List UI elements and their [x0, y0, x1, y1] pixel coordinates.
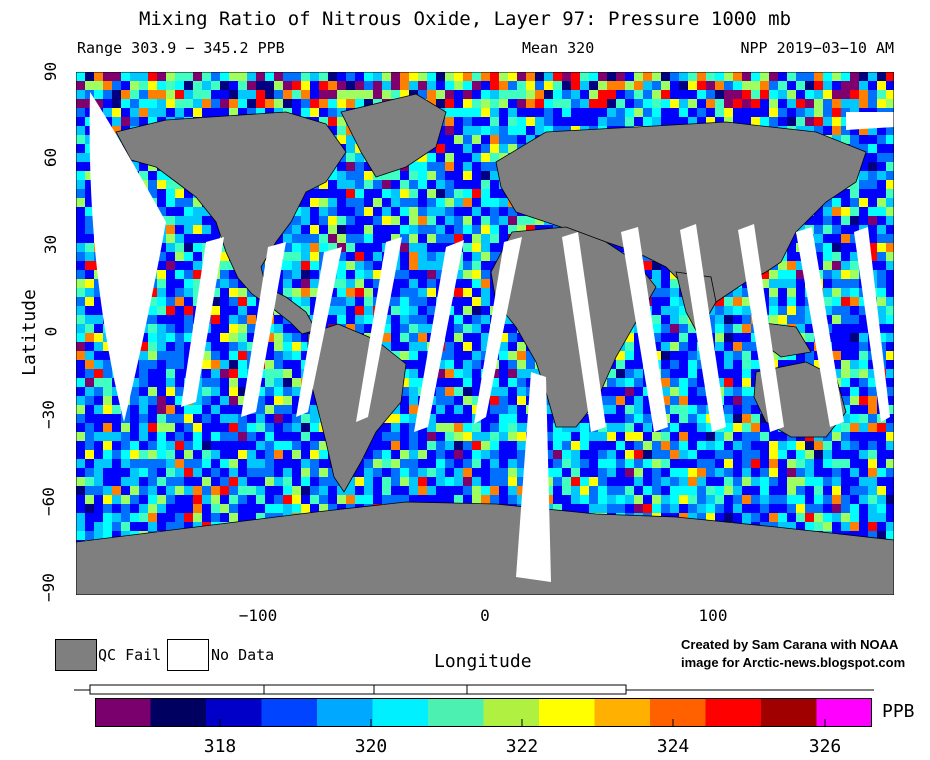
credit-line-2: image for Arctic-news.blogspot.com: [681, 655, 906, 670]
y-tick: 30: [41, 234, 61, 255]
landmass-north-america: [115, 111, 347, 335]
x-tick: 0: [480, 606, 490, 625]
colorbar-tick: 322: [505, 736, 539, 757]
y-tick: −60: [38, 487, 58, 516]
no-data-label: No Data: [211, 646, 275, 664]
y-tick: 0: [41, 326, 61, 337]
colorbar-segment: [206, 698, 262, 727]
colorbar-segment: [483, 698, 540, 727]
world-map: [76, 72, 894, 595]
y-tick: 60: [41, 147, 61, 168]
y-tick: −90: [38, 573, 58, 602]
colorbar-tick: 324: [656, 736, 690, 757]
land-masses: [76, 93, 894, 595]
colorbar-segment: [261, 698, 318, 727]
colorbar-unit: PPB: [882, 701, 915, 722]
colorbar-segment: [594, 698, 651, 727]
credit-text: Created by Sam Carana with NOAA image fo…: [681, 636, 905, 672]
colorbar-segment: [428, 698, 484, 727]
colorbar-tick: 320: [354, 736, 388, 757]
colorbar-segment: [761, 698, 817, 727]
landmass-greenland: [340, 93, 447, 178]
qc-fail-swatch: [55, 639, 97, 671]
no-data-swatch: [167, 639, 209, 671]
source-date-label: NPP 2019−03−10 AM: [740, 39, 894, 57]
colorbar-segment: [705, 698, 762, 727]
qc-fail-label: QC Fail: [98, 646, 162, 664]
colorbar-tick: 318: [203, 736, 237, 757]
y-tick: −30: [38, 400, 58, 429]
x-axis-label: Longitude: [434, 651, 532, 672]
colorbar-segment: [95, 698, 151, 727]
x-tick: 100: [698, 606, 728, 625]
y-axis-label: Latitude: [18, 289, 40, 376]
colorbar: [95, 698, 872, 727]
colorbar-segment: [150, 698, 207, 727]
colorbar-tick: 326: [808, 736, 842, 757]
no-data-swaths: [89, 92, 894, 582]
colorbar-segment: [539, 698, 595, 727]
colorbar-segment: [816, 698, 872, 727]
chart-title: Mixing Ratio of Nitrous Oxide, Layer 97:…: [138, 8, 792, 30]
colorbar-segment: [650, 698, 706, 727]
y-tick: 90: [41, 61, 61, 82]
x-tick: −100: [238, 606, 278, 625]
range-label: Range 303.9 − 345.2 PPB: [77, 39, 285, 57]
colorbar-segment: [372, 698, 429, 727]
landmass-antarctica: [76, 501, 894, 595]
colorbar-segment: [317, 698, 373, 727]
credit-line-1: Created by Sam Carana with NOAA: [681, 637, 899, 652]
range-slider[interactable]: [74, 684, 874, 696]
mean-label: Mean 320: [522, 39, 595, 57]
